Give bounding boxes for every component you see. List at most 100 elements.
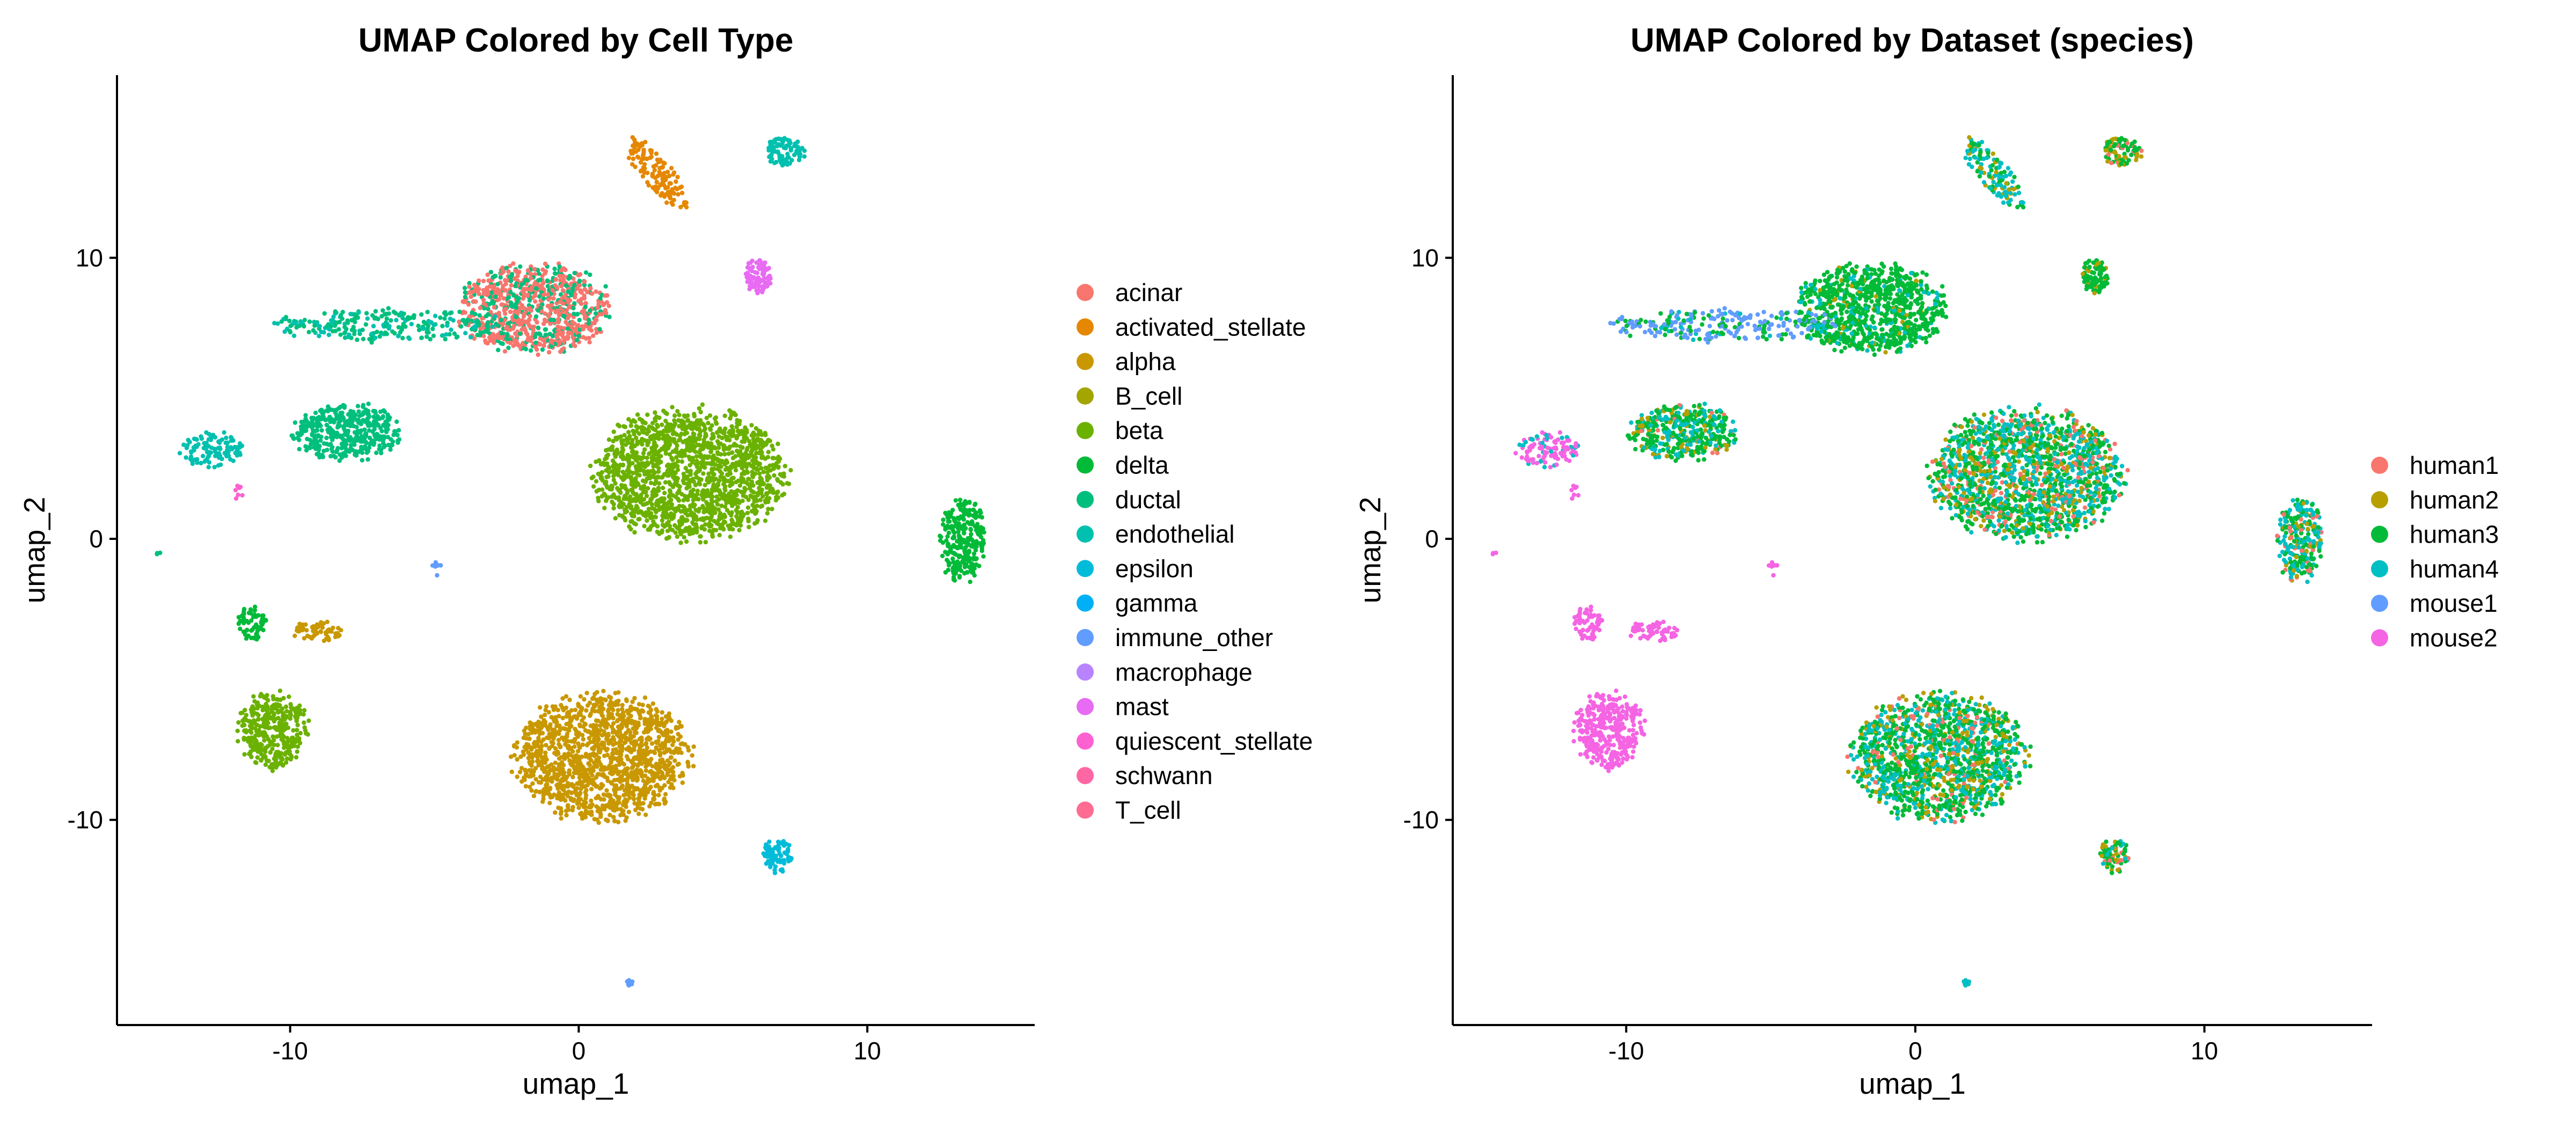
data-point [967, 542, 971, 547]
data-point [217, 440, 222, 445]
data-point [640, 143, 645, 148]
data-point [630, 519, 634, 524]
data-point [686, 508, 691, 513]
data-point [755, 467, 760, 472]
data-point [603, 457, 608, 462]
data-point [441, 333, 445, 338]
data-point [289, 705, 294, 710]
data-point [566, 330, 571, 335]
data-point [508, 279, 514, 283]
data-point [594, 327, 599, 332]
data-point [775, 441, 780, 447]
data-point [523, 784, 529, 789]
data-point [471, 325, 476, 330]
data-point [274, 753, 279, 758]
data-point [571, 327, 576, 332]
data-point [353, 312, 357, 317]
data-point [181, 442, 186, 447]
data-point [662, 171, 667, 175]
data-point [514, 342, 518, 347]
data-point [477, 287, 481, 292]
data-point [655, 524, 660, 529]
data-point [660, 164, 665, 170]
data-point [341, 437, 346, 442]
data-point [491, 275, 495, 280]
data-point [373, 411, 378, 415]
data-point [582, 279, 587, 284]
data-point [953, 519, 958, 524]
data-point [508, 290, 513, 295]
data-point [576, 323, 581, 328]
data-point [670, 462, 675, 467]
data-point [700, 516, 705, 521]
data-point [504, 333, 510, 338]
data-point [633, 419, 638, 424]
data-point [467, 284, 472, 289]
data-point [611, 506, 616, 511]
data-point [740, 455, 745, 460]
data-point [548, 317, 553, 323]
data-point [647, 804, 652, 809]
data-point [687, 457, 692, 462]
data-point [284, 756, 290, 761]
data-point [269, 766, 275, 771]
data-point [763, 442, 769, 447]
data-point [392, 429, 397, 434]
data-point [611, 473, 616, 479]
data-point [326, 332, 332, 338]
data-point [722, 452, 727, 457]
data-point [299, 420, 304, 425]
data-point [488, 269, 494, 275]
data-point [397, 437, 402, 442]
data-point [283, 314, 289, 320]
data-point [977, 508, 983, 513]
data-point [279, 737, 284, 742]
data-point [360, 450, 365, 455]
data-point [492, 305, 497, 310]
data-point [753, 426, 759, 431]
data-point [686, 494, 692, 499]
data-point [634, 467, 639, 472]
data-point [684, 204, 689, 210]
data-point [506, 321, 511, 326]
data-point [747, 524, 751, 530]
data-point [346, 435, 352, 440]
data-point [317, 333, 321, 339]
data-point [312, 323, 317, 328]
data-point [671, 170, 677, 175]
data-point [658, 193, 663, 198]
data-point [548, 308, 553, 313]
data-point [772, 473, 777, 478]
data-point [736, 519, 741, 524]
data-point [246, 620, 251, 625]
data-point [330, 435, 334, 440]
data-point [252, 706, 257, 711]
data-point [280, 714, 286, 719]
data-point [789, 158, 794, 163]
data-point [684, 539, 689, 544]
data-point [385, 435, 390, 440]
data-point [403, 324, 408, 329]
data-point [627, 498, 632, 503]
data-point [275, 708, 280, 713]
plot-title: UMAP Colored by Cell Type [358, 22, 794, 59]
data-point [376, 436, 381, 441]
data-point [706, 421, 711, 426]
data-point [955, 524, 960, 529]
data-point [793, 141, 797, 146]
data-point [751, 509, 756, 514]
data-point [770, 456, 775, 460]
data-point [336, 327, 341, 332]
data-point [660, 422, 664, 427]
data-point [236, 720, 241, 725]
data-point [287, 318, 292, 324]
data-point [334, 450, 339, 455]
data-point [313, 447, 318, 451]
data-point [667, 480, 672, 485]
data-point [675, 443, 679, 448]
data-point [557, 264, 562, 269]
data-point [972, 573, 977, 578]
data-point [677, 523, 683, 528]
data-point [428, 336, 433, 342]
data-point [184, 455, 188, 460]
